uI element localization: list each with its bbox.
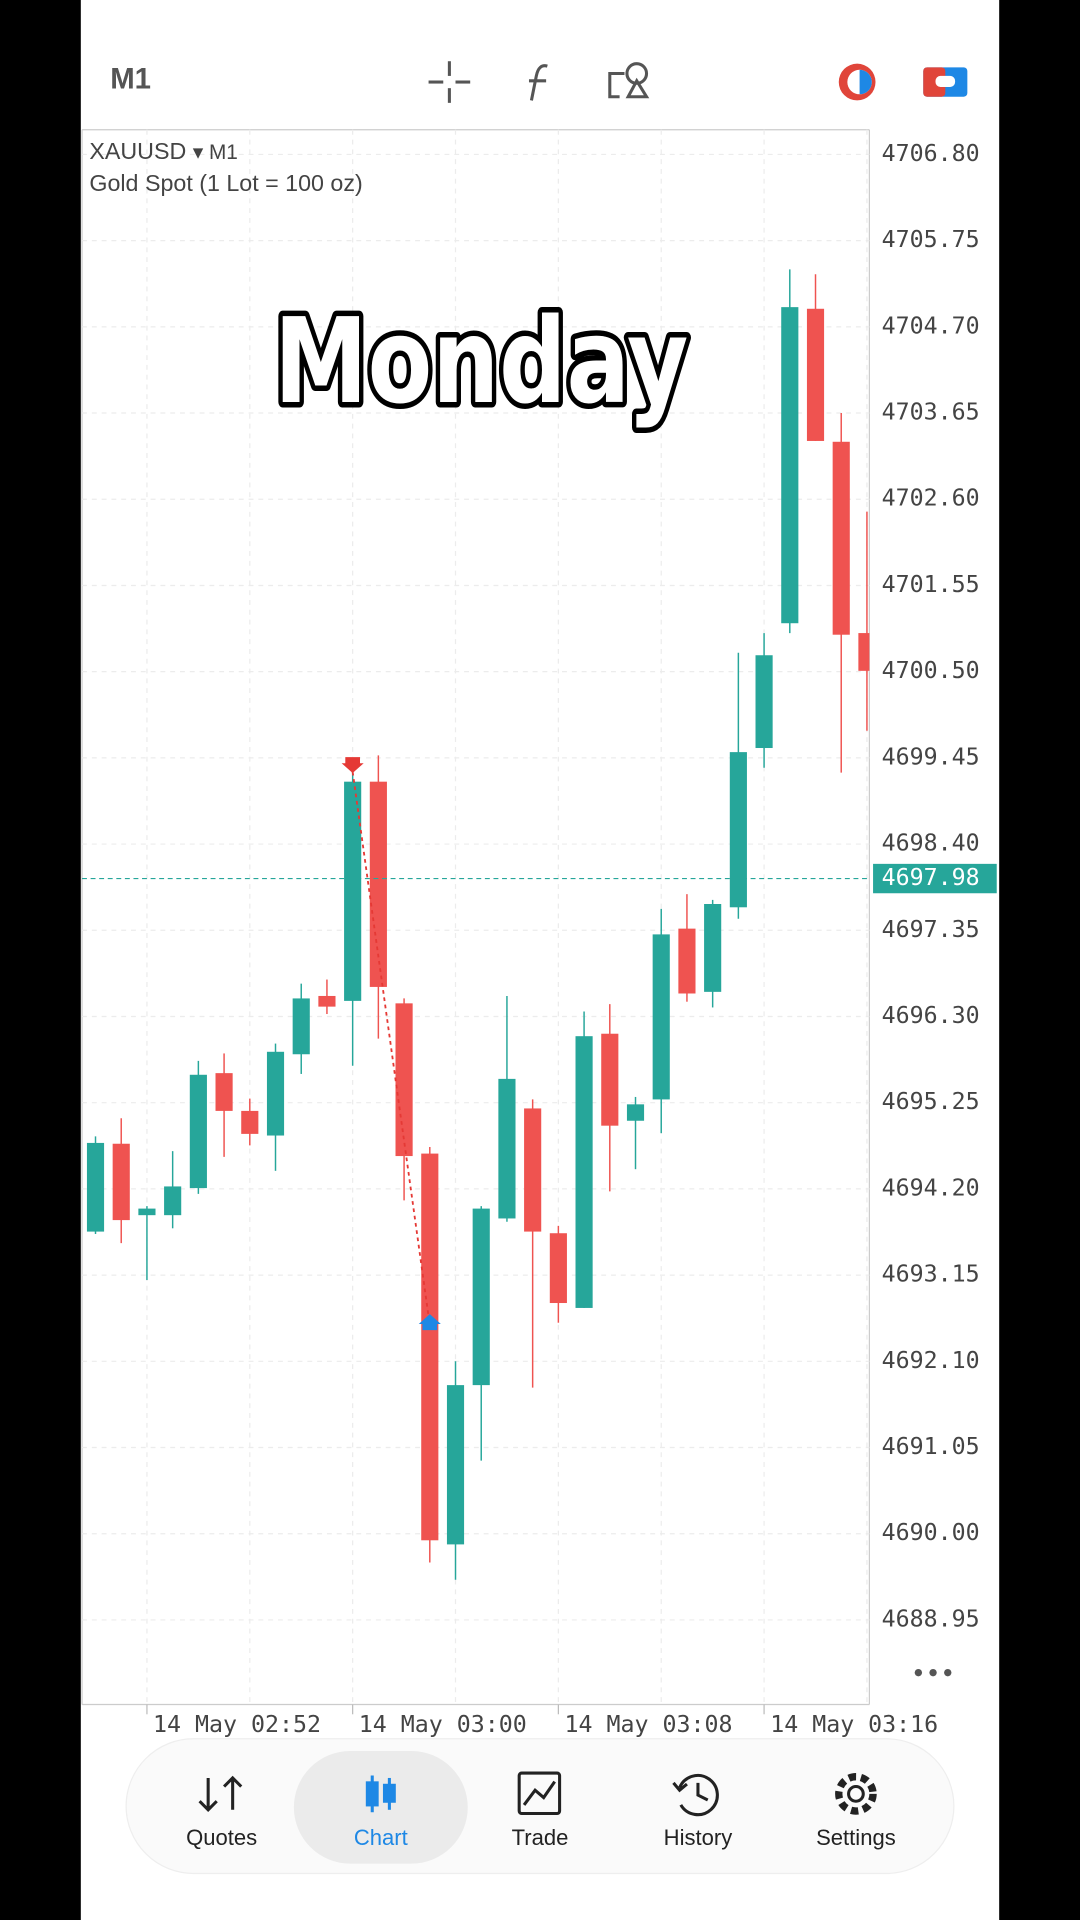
y-tick-label: 4705.75: [882, 226, 980, 253]
candle-body: [858, 633, 870, 671]
y-tick-label: 4704.70: [882, 312, 980, 339]
candle-body: [112, 1143, 130, 1221]
candle-body: [806, 308, 825, 441]
candle-body: [421, 1153, 439, 1541]
nav-labels: Quotes Chart Trade History Settings: [186, 1825, 896, 1850]
grid: 4688.95 4690.00 4691.05 4692.10 4693.15 4694.…: [82, 129, 980, 1738]
y-tick-label: 4690.00: [882, 1519, 980, 1546]
y-tick-label: 4688.95: [882, 1605, 980, 1632]
settings-icon[interactable]: [835, 1773, 877, 1815]
current-price-label: 4697.98: [882, 864, 980, 891]
nav-label[interactable]: Trade: [512, 1825, 569, 1850]
sell-marker: [341, 757, 364, 774]
x-tick-label: 14 May 03:08: [564, 1711, 732, 1738]
app-background: [80, 0, 1000, 1920]
candle-body: [652, 934, 670, 1100]
candle-body: [755, 655, 773, 749]
candle-body: [575, 1036, 593, 1308]
candle-body: [704, 904, 722, 992]
y-tick-label: 4691.05: [882, 1433, 980, 1460]
symbol: XAUUSD ▾ M1: [89, 138, 237, 164]
candles: [86, 269, 870, 1580]
indicator-icon[interactable]: [528, 64, 548, 101]
candle-body: [832, 441, 850, 635]
candle-body: [318, 995, 336, 1007]
overlay: 4697.98: [82, 757, 997, 1331]
y-tick-label: 4706.80: [882, 140, 980, 167]
x-tick-label: 14 May 03:00: [359, 1711, 527, 1738]
y-tick-label: 4703.65: [882, 399, 980, 426]
y-tick-label: 4692.10: [882, 1347, 980, 1374]
trade-line: [351, 771, 431, 1326]
candle-body: [472, 1208, 490, 1386]
nav-label[interactable]: Chart: [354, 1825, 408, 1850]
candle-body: [781, 307, 799, 624]
current-price-tag: [873, 863, 997, 894]
nav-label[interactable]: History: [664, 1825, 733, 1850]
candle-body: [498, 1078, 516, 1219]
quotes-icon[interactable]: [198, 1775, 243, 1812]
candle-body: [729, 752, 747, 908]
y-tick-label: 4702.60: [882, 485, 980, 512]
candle-body: [189, 1074, 207, 1189]
x-tick-label: 14 May 03:16: [770, 1711, 938, 1738]
candle-body: [524, 1108, 542, 1232]
y-tick-label: 4695.25: [882, 1088, 980, 1115]
more-menu[interactable]: [914, 1668, 952, 1677]
symbol-period: ▾ M1: [193, 141, 238, 164]
y-tick-label: 4697.35: [882, 916, 980, 943]
day-caption: Monday: [274, 294, 688, 431]
candle-body: [678, 928, 696, 994]
candle-body: [292, 998, 310, 1055]
objects-icon[interactable]: [608, 62, 650, 99]
candle-body: [215, 1073, 233, 1111]
y-tick-label: 4694.20: [882, 1174, 980, 1201]
candle-body: [601, 1033, 619, 1126]
nav-label[interactable]: Settings: [816, 1825, 896, 1850]
trade-icon[interactable]: [517, 1771, 562, 1815]
toolbar-icons: [428, 61, 650, 103]
candle-body: [266, 1051, 285, 1136]
candle-body: [86, 1142, 105, 1232]
y-tick-label: 4701.55: [882, 571, 980, 598]
symbol-name: XAUUSD: [89, 138, 186, 164]
y-tick-label: 4698.40: [882, 830, 980, 857]
buy-marker: [418, 1314, 441, 1331]
timeframe[interactable]: M1: [110, 63, 151, 96]
nav-label[interactable]: Quotes: [186, 1825, 257, 1850]
timer-icon[interactable]: [838, 63, 876, 101]
y-tick-label: 4696.30: [882, 1002, 980, 1029]
candle-body: [626, 1104, 645, 1121]
x-tick-label: 14 May 02:52: [153, 1711, 321, 1738]
candle-body: [241, 1110, 259, 1134]
candle-body: [369, 781, 387, 987]
nav-active-pill: [293, 1751, 468, 1864]
candle-body: [138, 1208, 156, 1216]
nav-icons: [198, 1771, 877, 1817]
crosshair-icon[interactable]: [428, 61, 471, 103]
candle-body: [446, 1385, 465, 1545]
candle-body: [164, 1186, 182, 1216]
symbol-description: Gold Spot (1 Lot = 100 oz): [89, 170, 362, 196]
history-icon[interactable]: [672, 1774, 719, 1817]
candle-body: [549, 1233, 567, 1304]
y-tick-label: 4699.45: [882, 743, 980, 770]
chart-icon[interactable]: [365, 1775, 396, 1813]
y-tick-label: 4693.15: [882, 1261, 980, 1288]
y-tick-label: 4700.50: [882, 657, 980, 684]
account-icon[interactable]: [923, 67, 968, 97]
nav-bar: [125, 1738, 955, 1875]
candle-body: [395, 1003, 413, 1157]
candle-body: [344, 781, 362, 1001]
